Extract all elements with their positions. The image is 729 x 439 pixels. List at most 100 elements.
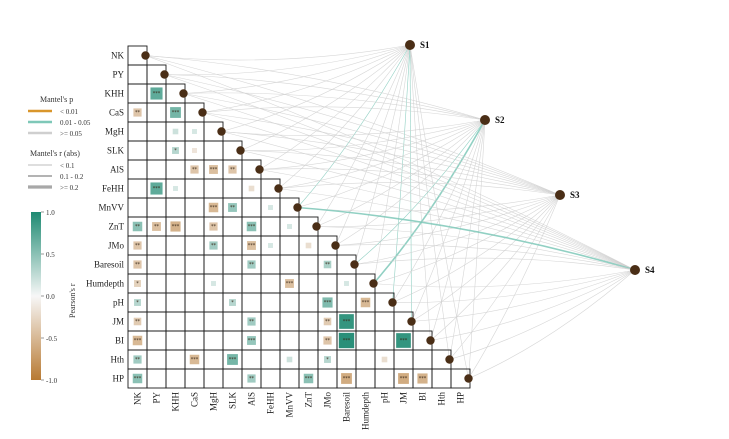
col-label-humdepth: Humdepth	[361, 392, 371, 430]
mantel-link-s4-jmo	[335, 244, 636, 271]
grid-cell	[374, 368, 395, 389]
significance-mark: ***	[362, 300, 370, 306]
mantel-link-s1-mnvv	[297, 44, 411, 208]
corr-square-humdepth-mnvv	[285, 279, 294, 288]
corr-square-hp-znt	[303, 373, 314, 384]
corr-square-hp-jm	[398, 373, 409, 384]
mantel-link-s4-humdepth	[373, 269, 636, 288]
row-label-humdepth: Humdepth	[86, 279, 124, 289]
significance-mark: ***	[305, 376, 313, 382]
mantel-link-s1-hth	[409, 44, 450, 360]
row-label-slk: SLK	[107, 146, 125, 156]
mantel-link-s2-hth	[449, 119, 486, 360]
grid-cell	[146, 349, 167, 370]
significance-mark: *	[231, 300, 234, 306]
corr-square-ph-slk	[229, 299, 236, 306]
grid-cell	[165, 292, 186, 313]
grid-cell	[298, 349, 319, 370]
significance-mark: ***	[324, 300, 332, 306]
corr-square-humdepth-mgh	[211, 281, 216, 286]
grid-cell	[431, 368, 452, 389]
grid-cell	[165, 349, 186, 370]
significance-mark: **	[249, 262, 255, 268]
grid-cell	[146, 235, 167, 256]
row-label-ph: pH	[113, 298, 125, 308]
mantel-link-s2-humdepth	[372, 119, 486, 285]
mantel-r-legend-title: Mantel's r (abs)	[30, 149, 80, 158]
corr-square-hth-slk	[227, 354, 238, 365]
significance-mark: ***	[286, 281, 294, 287]
grid-cell	[184, 292, 205, 313]
mantel-link-s4-khh	[183, 93, 636, 271]
mantel-link-s2-als	[259, 119, 486, 170]
row-label-baresoil: Baresoil	[94, 260, 124, 270]
colorbar-tick-label-4: -0.5	[46, 335, 58, 343]
mantel-r-label-2: 0.1 - 0.2	[60, 173, 84, 181]
grid-cell	[260, 292, 281, 313]
significance-mark: ***	[134, 376, 142, 382]
significance-mark: **	[135, 110, 141, 116]
grid-cell	[203, 330, 224, 351]
mantel-link-s3-jm	[411, 194, 561, 322]
corr-square-bi-jm	[396, 333, 411, 348]
grid-cell	[203, 178, 224, 199]
corr-square-ph-jmo	[322, 297, 333, 308]
grid-cell	[146, 140, 167, 161]
grid-cell	[184, 178, 205, 199]
mantel-p-label-3: >= 0.05	[60, 130, 82, 138]
mantel-p-legend: Mantel's p < 0.01 0.01 - 0.05 >= 0.05	[28, 95, 91, 138]
significance-mark: ***	[153, 91, 161, 97]
grid-cell	[298, 330, 319, 351]
mantel-link-s4-jm	[411, 269, 636, 322]
corr-square-jmo-fehh	[268, 243, 273, 248]
mantel-link-s2-py	[164, 74, 486, 121]
corr-square-jmo-nk	[133, 241, 142, 250]
col-label-slk: SLK	[228, 392, 238, 410]
grid-cell	[165, 273, 186, 294]
significance-mark: **	[325, 319, 331, 325]
site-label-s3: S3	[570, 190, 580, 200]
mantel-link-s2-ph	[392, 119, 486, 303]
grid-cell	[374, 311, 395, 332]
grid-cell	[412, 349, 433, 370]
grid-cell	[184, 311, 205, 332]
col-label-bi: BI	[418, 392, 428, 401]
grid-cell	[374, 330, 395, 351]
corr-square-hth-ph	[381, 356, 388, 363]
significance-mark: ***	[343, 338, 351, 344]
mantel-link-s2-mnvv	[297, 119, 486, 208]
variable-nodes	[141, 51, 473, 383]
mantel-p-label-1: < 0.01	[60, 108, 78, 116]
site-nodes: S1 S2 S3 S4	[405, 40, 655, 275]
grid-cell	[184, 273, 205, 294]
corr-square-jmo-mgh	[209, 241, 218, 250]
corr-square-baresoil-jmo	[323, 260, 332, 269]
corr-square-znt-mnvv	[287, 224, 292, 229]
col-label-cas: CaS	[190, 392, 200, 407]
significance-mark: ***	[343, 319, 351, 325]
corr-square-slk-cas	[192, 148, 197, 153]
grid-cell	[127, 64, 148, 85]
col-label-hp: HP	[456, 392, 466, 404]
col-label-baresoil: Baresoil	[342, 392, 352, 422]
corr-square-hth-mnvv	[286, 356, 293, 363]
variable-node-hp	[464, 374, 473, 383]
matrix-grid	[127, 45, 471, 389]
site-node-s1	[405, 40, 415, 50]
grid-cell	[146, 197, 167, 218]
row-label-mgh: MgH	[105, 127, 125, 137]
grid-cell	[279, 292, 300, 313]
grid-cell	[146, 368, 167, 389]
grid-cell	[184, 197, 205, 218]
corr-square-jm-baresoil	[339, 314, 354, 329]
variable-node-mgh	[217, 127, 226, 136]
grid-cell	[203, 254, 224, 275]
grid-cell	[393, 349, 414, 370]
mantel-link-s3-nk	[145, 55, 561, 196]
corr-square-fehh-py	[150, 182, 163, 195]
grid-cell	[165, 235, 186, 256]
grid-cell	[203, 140, 224, 161]
significance-mark: ***	[210, 167, 218, 173]
col-label-mgh: MgH	[209, 392, 219, 412]
col-label-fehh: FeHH	[266, 392, 276, 414]
